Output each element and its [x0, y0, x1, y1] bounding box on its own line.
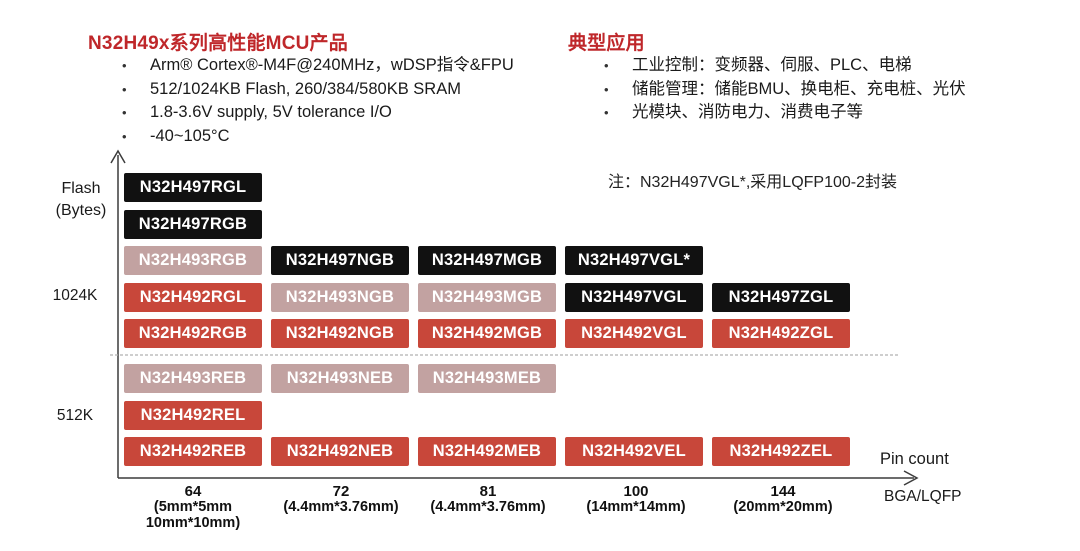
- package-note: 注：N32H497VGL*,采用LQFP100-2封装: [608, 174, 898, 191]
- package-size: (5mm*5mm: [153, 499, 233, 515]
- chip-n32h492rgl: N32H492RGL: [124, 282, 262, 312]
- bullet-icon: •: [604, 105, 609, 120]
- application-item: • 光模块、消防电力、消费电子等: [604, 101, 966, 125]
- application-item: • 储能管理：储能BMU、换电柜、充电桩、光伏: [604, 78, 966, 102]
- feature-text: Arm® Cortex®-M4F@240MHz，wDSP指令&FPU: [150, 56, 514, 74]
- chip-n32h492neb: N32H492NEB: [271, 437, 409, 466]
- bullet-icon: •: [122, 105, 127, 120]
- feature-text: -40~105°C: [150, 126, 230, 145]
- chip-n32h492reb: N32H492REB: [124, 437, 262, 466]
- product-feature-list: • Arm® Cortex®-M4F@240MHz，wDSP指令&FPU • 5…: [122, 54, 514, 148]
- x-tick-72: 72 (4.4mm*3.76mm): [256, 484, 426, 516]
- chip-n32h492ngb: N32H492NGB: [271, 319, 409, 348]
- bullet-icon: •: [122, 58, 127, 73]
- y-axis-label-line2: (Bytes): [55, 202, 107, 219]
- y-axis-label-line1: Flash: [61, 180, 101, 197]
- applications-title: 典型应用: [568, 33, 645, 54]
- chip-n32h497rgl: N32H497RGL: [124, 173, 262, 202]
- package-size: 10mm*10mm): [145, 514, 241, 531]
- chip-n32h492meb: N32H492MEB: [418, 437, 556, 466]
- pin-count-value: 64: [184, 483, 202, 500]
- y-axis-label: Flash (Bytes): [50, 178, 112, 222]
- chip-n32h493rgb: N32H493RGB: [124, 246, 262, 275]
- chip-n32h492vel: N32H492VEL: [565, 437, 703, 466]
- chip-n32h493meb: N32H493MEB: [418, 364, 556, 393]
- chip-n32h492zel: N32H492ZEL: [712, 437, 850, 466]
- chip-grid-1024k: N32H497RGL N32H497RGB N32H493RGB N32H497NGB…: [124, 173, 850, 348]
- chip-n32h493mgb: N32H493MGB: [418, 282, 556, 312]
- chip-n32h497mgb: N32H497MGB: [418, 246, 556, 275]
- feature-item: • -40~105°C: [122, 125, 514, 149]
- y-tick-512k: 512K: [56, 407, 94, 424]
- applications-list: • 工业控制：变频器、伺服、PLC、电梯 • 储能管理：储能BMU、换电柜、充电…: [604, 54, 966, 125]
- chip-n32h497rgb: N32H497RGB: [124, 209, 262, 239]
- application-text: 储能管理：储能BMU、换电柜、充电桩、光伏: [632, 79, 966, 98]
- pin-count-value: 72: [332, 483, 350, 500]
- chip-n32h492zgl: N32H492ZGL: [712, 319, 850, 348]
- bullet-icon: •: [122, 81, 127, 97]
- chip-n32h493neb: N32H493NEB: [271, 364, 409, 393]
- feature-text: 1.8-3.6V supply, 5V tolerance I/O: [150, 103, 392, 121]
- x-tick-64: 64 (5mm*5mm 10mm*10mm): [108, 484, 278, 531]
- chip-n32h493ngb: N32H493NGB: [271, 282, 409, 312]
- product-series-title: N32H49x系列高性能MCU产品: [88, 33, 348, 54]
- x-tick-81: 81 (4.4mm*3.76mm): [403, 484, 573, 516]
- application-item: • 工业控制：变频器、伺服、PLC、电梯: [604, 54, 966, 78]
- y-tick-1024k: 1024K: [52, 287, 98, 304]
- chip-n32h492mgb: N32H492MGB: [418, 319, 556, 348]
- application-text: 光模块、消防电力、消费电子等: [632, 103, 863, 121]
- package-size: (20mm*20mm): [733, 499, 833, 515]
- x-tick-100: 100 (14mm*14mm): [551, 484, 721, 516]
- chip-n32h497vgl: N32H497VGL: [565, 282, 703, 312]
- x-axis-label: Pin count: [880, 450, 949, 468]
- chip-n32h497vglstar: N32H497VGL*: [565, 246, 703, 275]
- x-tick-144: 144 (20mm*20mm): [698, 484, 868, 516]
- chip-n32h492rel: N32H492REL: [124, 400, 262, 430]
- chip-n32h492vgl: N32H492VGL: [565, 319, 703, 348]
- bullet-icon: •: [604, 58, 609, 73]
- chip-n32h497zgl: N32H497ZGL: [712, 282, 850, 312]
- chip-n32h493reb: N32H493REB: [124, 364, 262, 393]
- feature-item: • 512/1024KB Flash, 260/384/580KB SRAM: [122, 78, 514, 102]
- x-axis-package-label: BGA/LQFP: [884, 488, 962, 505]
- pin-count-value: 81: [479, 483, 497, 500]
- feature-text: 512/1024KB Flash, 260/384/580KB SRAM: [150, 79, 461, 98]
- package-size: (4.4mm*3.76mm): [283, 499, 399, 515]
- chip-n32h497ngb: N32H497NGB: [271, 246, 409, 275]
- package-size: (14mm*14mm): [586, 499, 686, 515]
- y-axis-arrow-icon: [110, 149, 126, 164]
- x-axis-arrow-icon: [903, 470, 919, 486]
- feature-item: • 1.8-3.6V supply, 5V tolerance I/O: [122, 101, 514, 125]
- bullet-icon: •: [122, 128, 127, 144]
- pin-count-value: 144: [770, 483, 796, 500]
- bullet-icon: •: [604, 81, 609, 97]
- chip-grid-512k: N32H493REB N32H493NEB N32H493MEB N32H492REL…: [124, 364, 850, 466]
- application-text: 工业控制：变频器、伺服、PLC、电梯: [632, 56, 912, 74]
- package-size: (4.4mm*3.76mm): [430, 499, 546, 515]
- pin-count-value: 100: [623, 483, 649, 500]
- feature-item: • Arm® Cortex®-M4F@240MHz，wDSP指令&FPU: [122, 54, 514, 78]
- chip-n32h492rgb: N32H492RGB: [124, 319, 262, 348]
